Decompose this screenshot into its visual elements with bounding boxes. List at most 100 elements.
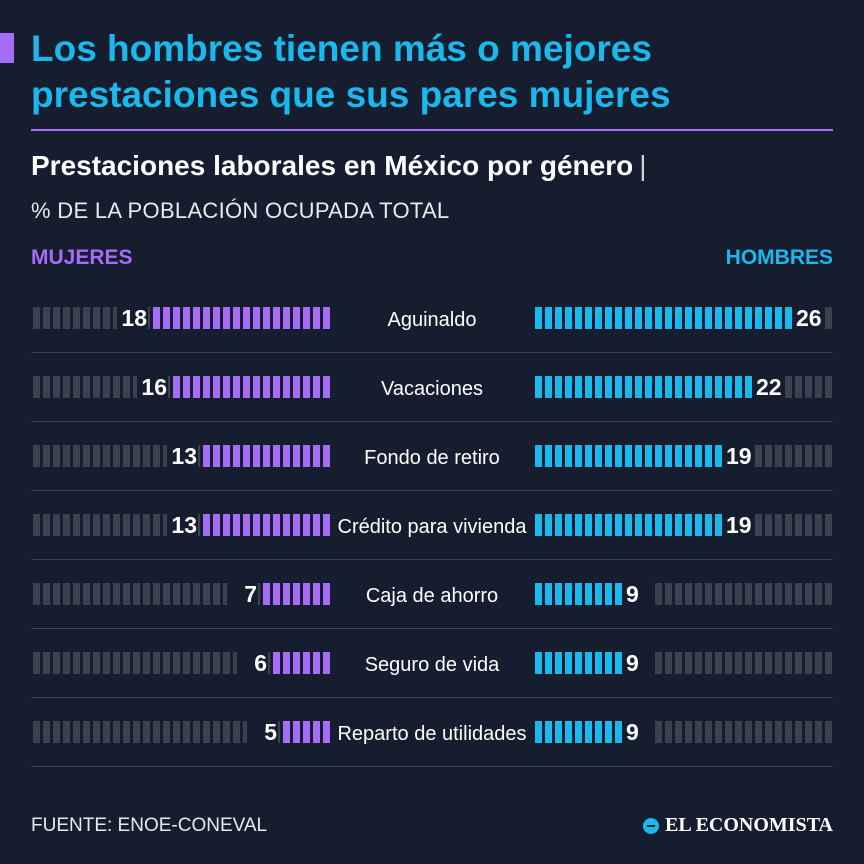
bar-segment-empty [825, 307, 832, 329]
chart-row: 5 9 Reparto de utilidades [31, 719, 833, 767]
bar-segment-empty [143, 721, 150, 743]
data-label-women: 7 [244, 581, 257, 607]
bar-segment-women [173, 376, 180, 398]
bar-segment-empty [123, 652, 130, 674]
data-label-men: 26 [796, 305, 822, 331]
data-label-backdrop [137, 375, 168, 399]
bar-segment-empty [685, 652, 692, 674]
bar-segment-men [545, 514, 552, 536]
bar-segment-empty [163, 445, 170, 467]
bar-segment-empty [153, 652, 160, 674]
bar-segment-men [645, 514, 652, 536]
publisher-logo: EL ECONOMISTA [643, 814, 833, 837]
bar-segment-empty [825, 376, 832, 398]
chart-row: 13 19 Crédito para vivienda [31, 512, 833, 560]
bar-segment-empty [755, 445, 762, 467]
bar-segment-men [555, 721, 562, 743]
bar-segment-empty [725, 583, 732, 605]
chart-row: 18 26 Aguinaldo [31, 305, 833, 353]
bar-segment-men [695, 514, 702, 536]
bar-segment-women [233, 514, 240, 536]
bar-segment-empty [755, 721, 762, 743]
bar-segment-empty [223, 721, 230, 743]
bar-segment-empty [675, 721, 682, 743]
bar-segment-empty [63, 514, 70, 536]
bar-segment-men [545, 307, 552, 329]
bar-segment-women [203, 514, 210, 536]
bar-segment-men [615, 445, 622, 467]
data-label-women: 5 [264, 719, 277, 745]
bar-segment-empty [103, 652, 110, 674]
chart-unit-label: % DE LA POBLACIÓN OCUPADA TOTAL [31, 198, 450, 223]
bar-segment-women [273, 445, 280, 467]
bar-segment-empty [133, 376, 140, 398]
chart-title-text: Prestaciones laborales en México por gén… [31, 150, 634, 181]
bar-segment-empty [755, 652, 762, 674]
bar-segment-empty [33, 445, 40, 467]
bar-segment-empty [775, 721, 782, 743]
bar-segment-men [715, 376, 722, 398]
bar-segment-men [585, 307, 592, 329]
bar-segment-empty [203, 652, 210, 674]
bar-segment-men [555, 583, 562, 605]
bar-segment-men [685, 445, 692, 467]
bar-segment-empty [675, 652, 682, 674]
bar-segment-empty [153, 514, 160, 536]
bar-segment-empty [665, 583, 672, 605]
bar-segment-men [535, 514, 542, 536]
bar-segment-men [705, 376, 712, 398]
data-label-men: 9 [626, 581, 639, 607]
bar-segment-men [605, 376, 612, 398]
bar-segment-empty [775, 514, 782, 536]
bar-segment-men [655, 307, 662, 329]
bar-segment-empty [103, 445, 110, 467]
bar-segment-empty [43, 376, 50, 398]
bar-segment-empty [805, 514, 812, 536]
bar-segment-empty [785, 721, 792, 743]
bar-segment-women [263, 445, 270, 467]
bar-segment-empty [795, 445, 802, 467]
bar-segment-women [313, 721, 320, 743]
bar-segment-empty [53, 376, 60, 398]
bar-segment-empty [73, 652, 80, 674]
bar-segment-empty [153, 721, 160, 743]
bar-segment-empty [223, 652, 230, 674]
bar-segment-men [535, 652, 542, 674]
bar-segment-women [243, 376, 250, 398]
bar-segment-empty [785, 514, 792, 536]
bar-segment-empty [203, 721, 210, 743]
bar-segment-empty [63, 445, 70, 467]
bar-segment-empty [243, 721, 250, 743]
bar-segment-women [273, 376, 280, 398]
bar-segment-men [625, 376, 632, 398]
bar-segment-empty [805, 721, 812, 743]
bar-segment-men [585, 514, 592, 536]
bar-segment-empty [825, 514, 832, 536]
category-label: Seguro de vida [365, 654, 500, 676]
bar-segment-empty [43, 721, 50, 743]
bar-segment-men [565, 652, 572, 674]
bar-segment-men [685, 376, 692, 398]
bar-segment-men [555, 307, 562, 329]
bar-segment-empty [143, 652, 150, 674]
bar-segment-empty [735, 721, 742, 743]
chart-row: 6 9 Seguro de vida [31, 650, 833, 698]
bar-segment-empty [103, 307, 110, 329]
bar-segment-empty [765, 583, 772, 605]
bar-segment-women [213, 445, 220, 467]
bar-segment-women [313, 652, 320, 674]
bar-segment-empty [93, 307, 100, 329]
data-label-backdrop [724, 513, 754, 537]
source-note: FUENTE: ENOE-CONEVAL [31, 815, 268, 836]
bar-segment-empty [665, 652, 672, 674]
bar-segment-men [635, 514, 642, 536]
data-label-women: 6 [254, 650, 267, 676]
bar-segment-women [293, 514, 300, 536]
bar-segment-men [665, 445, 672, 467]
bar-segment-empty [113, 445, 120, 467]
bar-segment-men [665, 514, 672, 536]
bar-segment-men [705, 514, 712, 536]
bar-segment-empty [153, 583, 160, 605]
bar-segment-women [323, 307, 330, 329]
bar-segment-men [695, 445, 702, 467]
